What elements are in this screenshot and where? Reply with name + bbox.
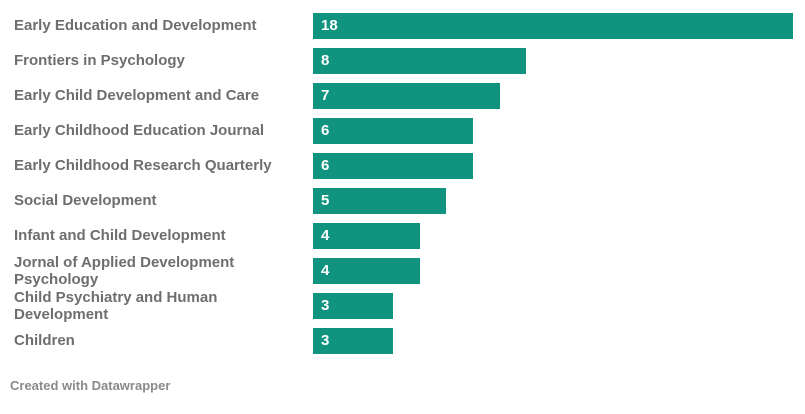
category-label: Early Education and Development (14, 17, 257, 34)
bar: 7 (313, 82, 500, 109)
chart-row: Early Education and Development 18 (0, 8, 805, 43)
bar-value-label: 7 (321, 87, 330, 104)
chart-row: Early Child Development and Care 7 (0, 78, 805, 113)
category-label: Social Development (14, 192, 157, 209)
bar: 3 (313, 292, 393, 319)
bar-value-label: 4 (321, 262, 330, 279)
category-label: Early Childhood Research Quarterly (14, 157, 272, 174)
bar: 6 (313, 117, 473, 144)
bar: 8 (313, 47, 527, 74)
bar-track: 18 (313, 12, 793, 39)
bar-track: 5 (313, 187, 793, 214)
bar-value-label: 5 (321, 192, 330, 209)
category-label: Infant and Child Development (14, 227, 226, 244)
chart-row: Social Development 5 (0, 183, 805, 218)
chart-row: Early Childhood Education Journal 6 (0, 113, 805, 148)
bar-track: 3 (313, 327, 793, 354)
bar-value-label: 8 (321, 52, 330, 69)
bar-track: 7 (313, 82, 793, 109)
category-label: Frontiers in Psychology (14, 52, 185, 69)
category-label: Child Psychiatry and Human Development (14, 288, 218, 323)
bar-track: 8 (313, 47, 793, 74)
chart-row: Children 3 (0, 323, 805, 358)
bar-value-label: 6 (321, 122, 330, 139)
chart-row: Early Childhood Research Quarterly 6 (0, 148, 805, 183)
bar-track: 6 (313, 152, 793, 179)
bar-track: 4 (313, 222, 793, 249)
bar-value-label: 6 (321, 157, 330, 174)
bar: 6 (313, 152, 473, 179)
bar-value-label: 18 (321, 17, 338, 34)
bar-track: 6 (313, 117, 793, 144)
bar: 3 (313, 327, 393, 354)
category-label: Children (14, 332, 75, 349)
chart-row: Infant and Child Development 4 (0, 218, 805, 253)
chart-row: Jornal of Applied Development Psychology… (0, 253, 805, 288)
bar: 5 (313, 187, 447, 214)
chart-row: Frontiers in Psychology 8 (0, 43, 805, 78)
category-label: Early Child Development and Care (14, 87, 260, 104)
chart-rows: Early Education and Development 18 Front… (0, 8, 805, 358)
bar-track: 4 (313, 257, 793, 284)
chart-row: Child Psychiatry and Human Development 3 (0, 288, 805, 323)
datawrapper-credit: Created with Datawrapper (10, 378, 171, 393)
bar: 4 (313, 257, 420, 284)
category-label: Jornal of Applied Development Psychology (14, 253, 235, 288)
bar: 4 (313, 222, 420, 249)
bar-value-label: 4 (321, 227, 330, 244)
bar: 18 (313, 12, 793, 39)
bar-value-label: 3 (321, 332, 330, 349)
category-label: Early Childhood Education Journal (14, 122, 265, 139)
bar-value-label: 3 (321, 297, 330, 314)
bar-track: 3 (313, 292, 793, 319)
